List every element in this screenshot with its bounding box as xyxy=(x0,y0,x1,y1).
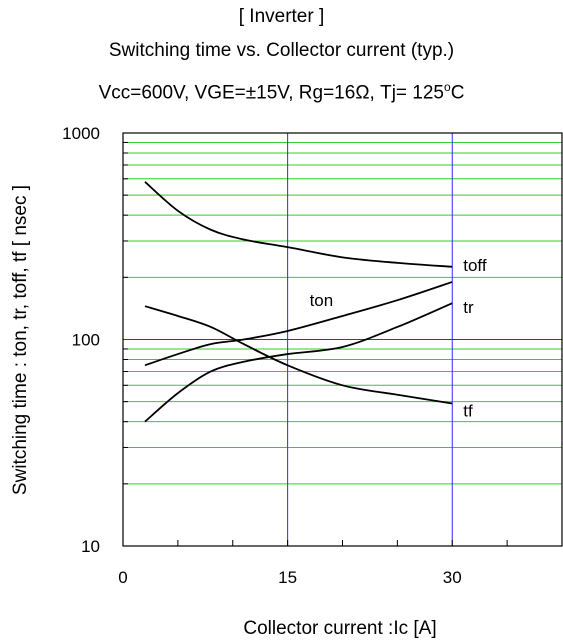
degree-symbol: o xyxy=(444,80,451,94)
x-tick-label: 15 xyxy=(278,568,297,587)
y-tick-label: 1000 xyxy=(62,124,100,143)
y-tick-label: 100 xyxy=(72,331,100,350)
ohm-symbol: Ω xyxy=(355,82,370,104)
chart-subtitle: Switching time vs. Collector current (ty… xyxy=(108,40,455,61)
plot-frame xyxy=(122,132,563,547)
series-label-layer: toff ton tr tf xyxy=(310,256,487,421)
series-line-toff xyxy=(144,181,453,268)
series-layer xyxy=(144,181,453,423)
tick-layer xyxy=(123,141,508,546)
grid-layer xyxy=(123,133,562,546)
series-label-toff: toff xyxy=(463,256,487,275)
chart-title: [ Inverter ] xyxy=(238,6,325,27)
series-line-tf xyxy=(144,305,453,405)
conditions-suffix: C xyxy=(450,82,465,104)
series-line-ton xyxy=(144,281,453,367)
series-label-ton: ton xyxy=(310,291,334,310)
conditions-middle: , Tj= 125 xyxy=(369,82,444,104)
y-tick-label: 10 xyxy=(81,537,100,556)
tick-label-layer: 0 15 30 10 100 1000 xyxy=(62,124,462,587)
x-tick-label: 30 xyxy=(443,568,462,587)
series-label-tf: tf xyxy=(463,401,473,420)
series-label-tr: tr xyxy=(463,298,474,317)
series-line-tr xyxy=(144,302,453,423)
x-tick-label: 0 xyxy=(118,568,127,587)
y-axis-label: Switching time : ton, tr, toff, tf [ nse… xyxy=(10,185,31,495)
chart-conditions: Vcc=600V, VGE=±15V, Rg=16Ω, Tj= 125oC xyxy=(0,76,563,104)
conditions-prefix: Vcc=600V, VGE=±15V, Rg=16 xyxy=(98,82,356,104)
x-axis-label: Collector current :Ic [A] xyxy=(243,618,436,639)
